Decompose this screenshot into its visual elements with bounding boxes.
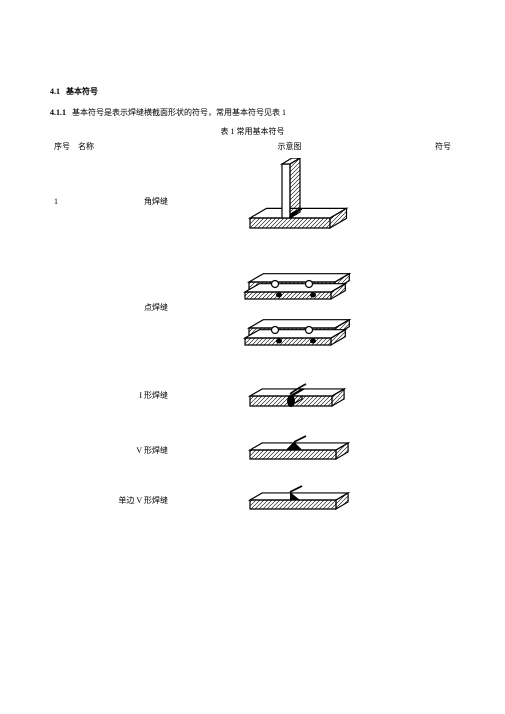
table-caption: 表 1 常用基本符号 bbox=[50, 126, 455, 137]
row-illustration bbox=[188, 430, 411, 470]
table-row: 1 角焊缝 bbox=[50, 158, 455, 244]
row-name: V 形焊缝 bbox=[78, 445, 188, 456]
row-illustration bbox=[188, 158, 411, 244]
row-illustration bbox=[188, 370, 411, 420]
section-heading: 4.1 基本符号 bbox=[50, 86, 455, 97]
subsection-num: 4.1.1 bbox=[50, 108, 66, 117]
header-num: 序号 bbox=[54, 141, 78, 152]
table-row: 单边 V 形焊缝 bbox=[50, 480, 455, 520]
subsection-text: 基本符号是表示焊缝横截面形状的符号，常用基本符号见表 1 bbox=[72, 108, 286, 117]
table-header-row: 序号 名称 示意图 符号 bbox=[50, 141, 455, 152]
header-illus: 示意图 bbox=[168, 141, 411, 152]
header-sym: 符号 bbox=[411, 141, 451, 152]
section-num: 4.1 bbox=[50, 87, 60, 96]
row-name: 角焊缝 bbox=[78, 196, 188, 207]
table-row: 点焊缝 bbox=[50, 254, 455, 360]
row-illustration bbox=[188, 480, 411, 520]
row-name: I 形焊缝 bbox=[78, 390, 188, 401]
table-row: V 形焊缝 bbox=[50, 430, 455, 470]
row-name: 点焊缝 bbox=[78, 302, 188, 313]
row-illustration bbox=[188, 254, 411, 360]
table-row: I 形焊缝 bbox=[50, 370, 455, 420]
row-num: 1 bbox=[54, 197, 78, 206]
header-name: 名称 bbox=[78, 141, 168, 152]
subsection: 4.1.1 基本符号是表示焊缝横截面形状的符号，常用基本符号见表 1 bbox=[50, 107, 455, 118]
section-title: 基本符号 bbox=[66, 87, 98, 96]
row-name: 单边 V 形焊缝 bbox=[78, 495, 188, 506]
